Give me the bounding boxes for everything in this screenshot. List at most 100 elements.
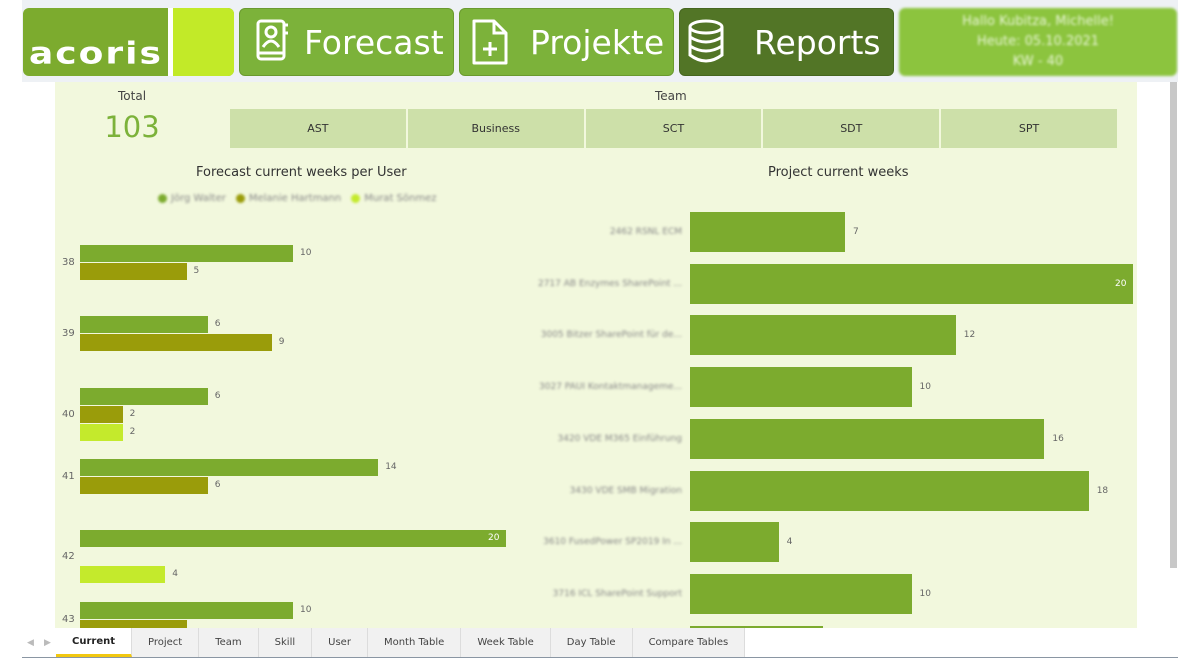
tab-user[interactable]: User: [312, 628, 368, 657]
week-axis-label: 38: [62, 257, 75, 268]
logo-divider: [168, 8, 173, 76]
legend-dot-icon: [235, 194, 245, 203]
week-axis-label: 41: [62, 470, 75, 482]
team-option-sdt[interactable]: SDT: [763, 109, 940, 148]
tab-month-table[interactable]: Month Table: [367, 628, 462, 657]
nav-forecast-button[interactable]: Forecast: [239, 8, 454, 76]
tab-team[interactable]: Team: [199, 628, 259, 657]
current-week: KW - 40: [1012, 54, 1064, 69]
chart-bar[interactable]: [80, 476, 208, 494]
tab-list: Current Project Team Skill User Month Table We…: [56, 628, 746, 657]
bar-value-label: 16: [1052, 433, 1064, 444]
bar-value-label: 12: [963, 330, 976, 341]
database-icon: [688, 19, 724, 63]
current-date: Heute: 05.10.2021: [976, 34, 1100, 49]
bar-value-label: 4: [172, 569, 178, 580]
team-slicer: AST Business SCT SDT SPT: [230, 109, 1117, 148]
project-bar[interactable]: [690, 212, 846, 252]
bar-value-label: 18: [1096, 485, 1109, 496]
contact-book-icon: [256, 19, 288, 61]
nav-projekte-label: Projekte: [530, 22, 665, 62]
page-tabs: ◀ ▶ Current Project Team Skill User Month Tab…: [22, 628, 1178, 658]
total-value: 103: [104, 110, 160, 144]
project-bar[interactable]: [690, 315, 956, 356]
nav-reports-button[interactable]: Reports: [679, 8, 894, 76]
legend-item[interactable]: Melanie Hartmann: [235, 193, 341, 204]
logo-lime-block: [173, 8, 234, 76]
forecast-chart-legend: Jörg Walter Melanie Hartmann Murat Sönme…: [158, 193, 437, 204]
bar-value-label: 10: [919, 382, 931, 393]
team-option-spt[interactable]: SPT: [941, 109, 1117, 148]
project-bar[interactable]: [690, 625, 823, 628]
project-bar[interactable]: [690, 522, 779, 563]
chart-bar[interactable]: [80, 423, 123, 441]
chart-bar[interactable]: [80, 405, 123, 423]
legend-dot-icon: [351, 194, 361, 203]
total-label: Total: [118, 89, 147, 103]
project-axis-label: 3610 FusedPower SP2019 In ...: [543, 537, 682, 548]
legend-dot-icon: [158, 194, 167, 203]
chart-bar[interactable]: [80, 334, 272, 352]
chart-bar[interactable]: [80, 601, 293, 619]
project-axis-label: 2717 AB Enzymes SharePoint ...: [537, 278, 682, 289]
bar-value-label: 5: [193, 266, 200, 276]
project-bar[interactable]: [690, 418, 1045, 459]
project-axis-label: 3716 ICL SharePoint Support: [552, 588, 682, 599]
chart-bar[interactable]: [80, 458, 379, 476]
tab-scroll-arrows: ◀ ▶: [22, 628, 56, 657]
bar-value-label: 10: [300, 248, 312, 258]
tab-day-table[interactable]: Day Table: [550, 628, 633, 657]
bar-value-label: 9: [278, 337, 285, 348]
tab-current[interactable]: Current: [56, 628, 133, 657]
project-axis-label: 3430 VDE SMB Migration: [569, 485, 682, 496]
tab-project[interactable]: Project: [132, 628, 200, 657]
tab-week-table[interactable]: Week Table: [461, 628, 551, 657]
user-greeting: Hallo Kubitza, Michelle!: [962, 14, 1114, 29]
bar-value-label: 20: [488, 533, 500, 544]
bar-value-label: 7: [853, 227, 859, 237]
bar-value-label: 6: [214, 479, 221, 490]
bar-value-label: 2: [129, 426, 136, 437]
chart-bar[interactable]: [80, 530, 506, 548]
chart-bar[interactable]: [80, 566, 166, 584]
week-axis-label: 40: [62, 408, 75, 420]
chart-bar[interactable]: [80, 316, 208, 334]
nav-forecast-label: Forecast: [304, 22, 444, 62]
chart-bar[interactable]: [80, 387, 208, 405]
bar-value-label: 10: [919, 588, 931, 599]
project-axis-label: 3420 VDE M365 Einführung: [557, 433, 683, 444]
team-option-sct[interactable]: SCT: [585, 109, 762, 148]
bar-value-label: 6: [214, 390, 221, 401]
acoris-logo: acoris: [23, 8, 234, 76]
vertical-scrollbar-thumb[interactable]: [1170, 82, 1177, 568]
bar-value-label: 10: [300, 604, 312, 615]
nav-projekte-button[interactable]: Projekte: [459, 8, 674, 76]
team-option-business[interactable]: Business: [407, 109, 584, 148]
legend-item[interactable]: Jörg Walter: [158, 193, 226, 204]
project-bar[interactable]: [690, 263, 1133, 304]
project-bar[interactable]: [690, 573, 912, 614]
tab-compare-tables[interactable]: Compare Tables: [632, 628, 746, 657]
project-bar[interactable]: [690, 470, 1089, 511]
tab-prev-icon[interactable]: ◀: [27, 637, 34, 648]
forecast-chart-title: Forecast current weeks per User: [196, 165, 407, 180]
tab-skill[interactable]: Skill: [258, 628, 313, 657]
chart-bar[interactable]: [80, 245, 293, 262]
week-axis-label: 43: [62, 613, 75, 625]
nav-reports-label: Reports: [754, 22, 881, 62]
bar-value-label: 4: [786, 537, 793, 548]
user-info-box: Hallo Kubitza, Michelle! Heute: 05.10.20…: [899, 8, 1177, 76]
tab-next-icon[interactable]: ▶: [44, 637, 51, 648]
project-axis-label: 3027 PAUI Kontaktmanageme...: [539, 382, 682, 393]
team-option-ast[interactable]: AST: [230, 109, 406, 148]
project-bar[interactable]: [690, 367, 912, 408]
week-axis-label: 39: [62, 328, 75, 340]
team-slicer-label: Team: [655, 89, 687, 103]
legend-item[interactable]: Murat Sönmez: [351, 193, 437, 204]
week-axis-label: 42: [62, 550, 75, 562]
bar-value-label: 6: [214, 319, 221, 330]
bar-value-label: 14: [385, 461, 397, 472]
chart-bar[interactable]: [80, 263, 187, 280]
project-axis-label: 2462 RSNL ECM: [609, 227, 682, 237]
